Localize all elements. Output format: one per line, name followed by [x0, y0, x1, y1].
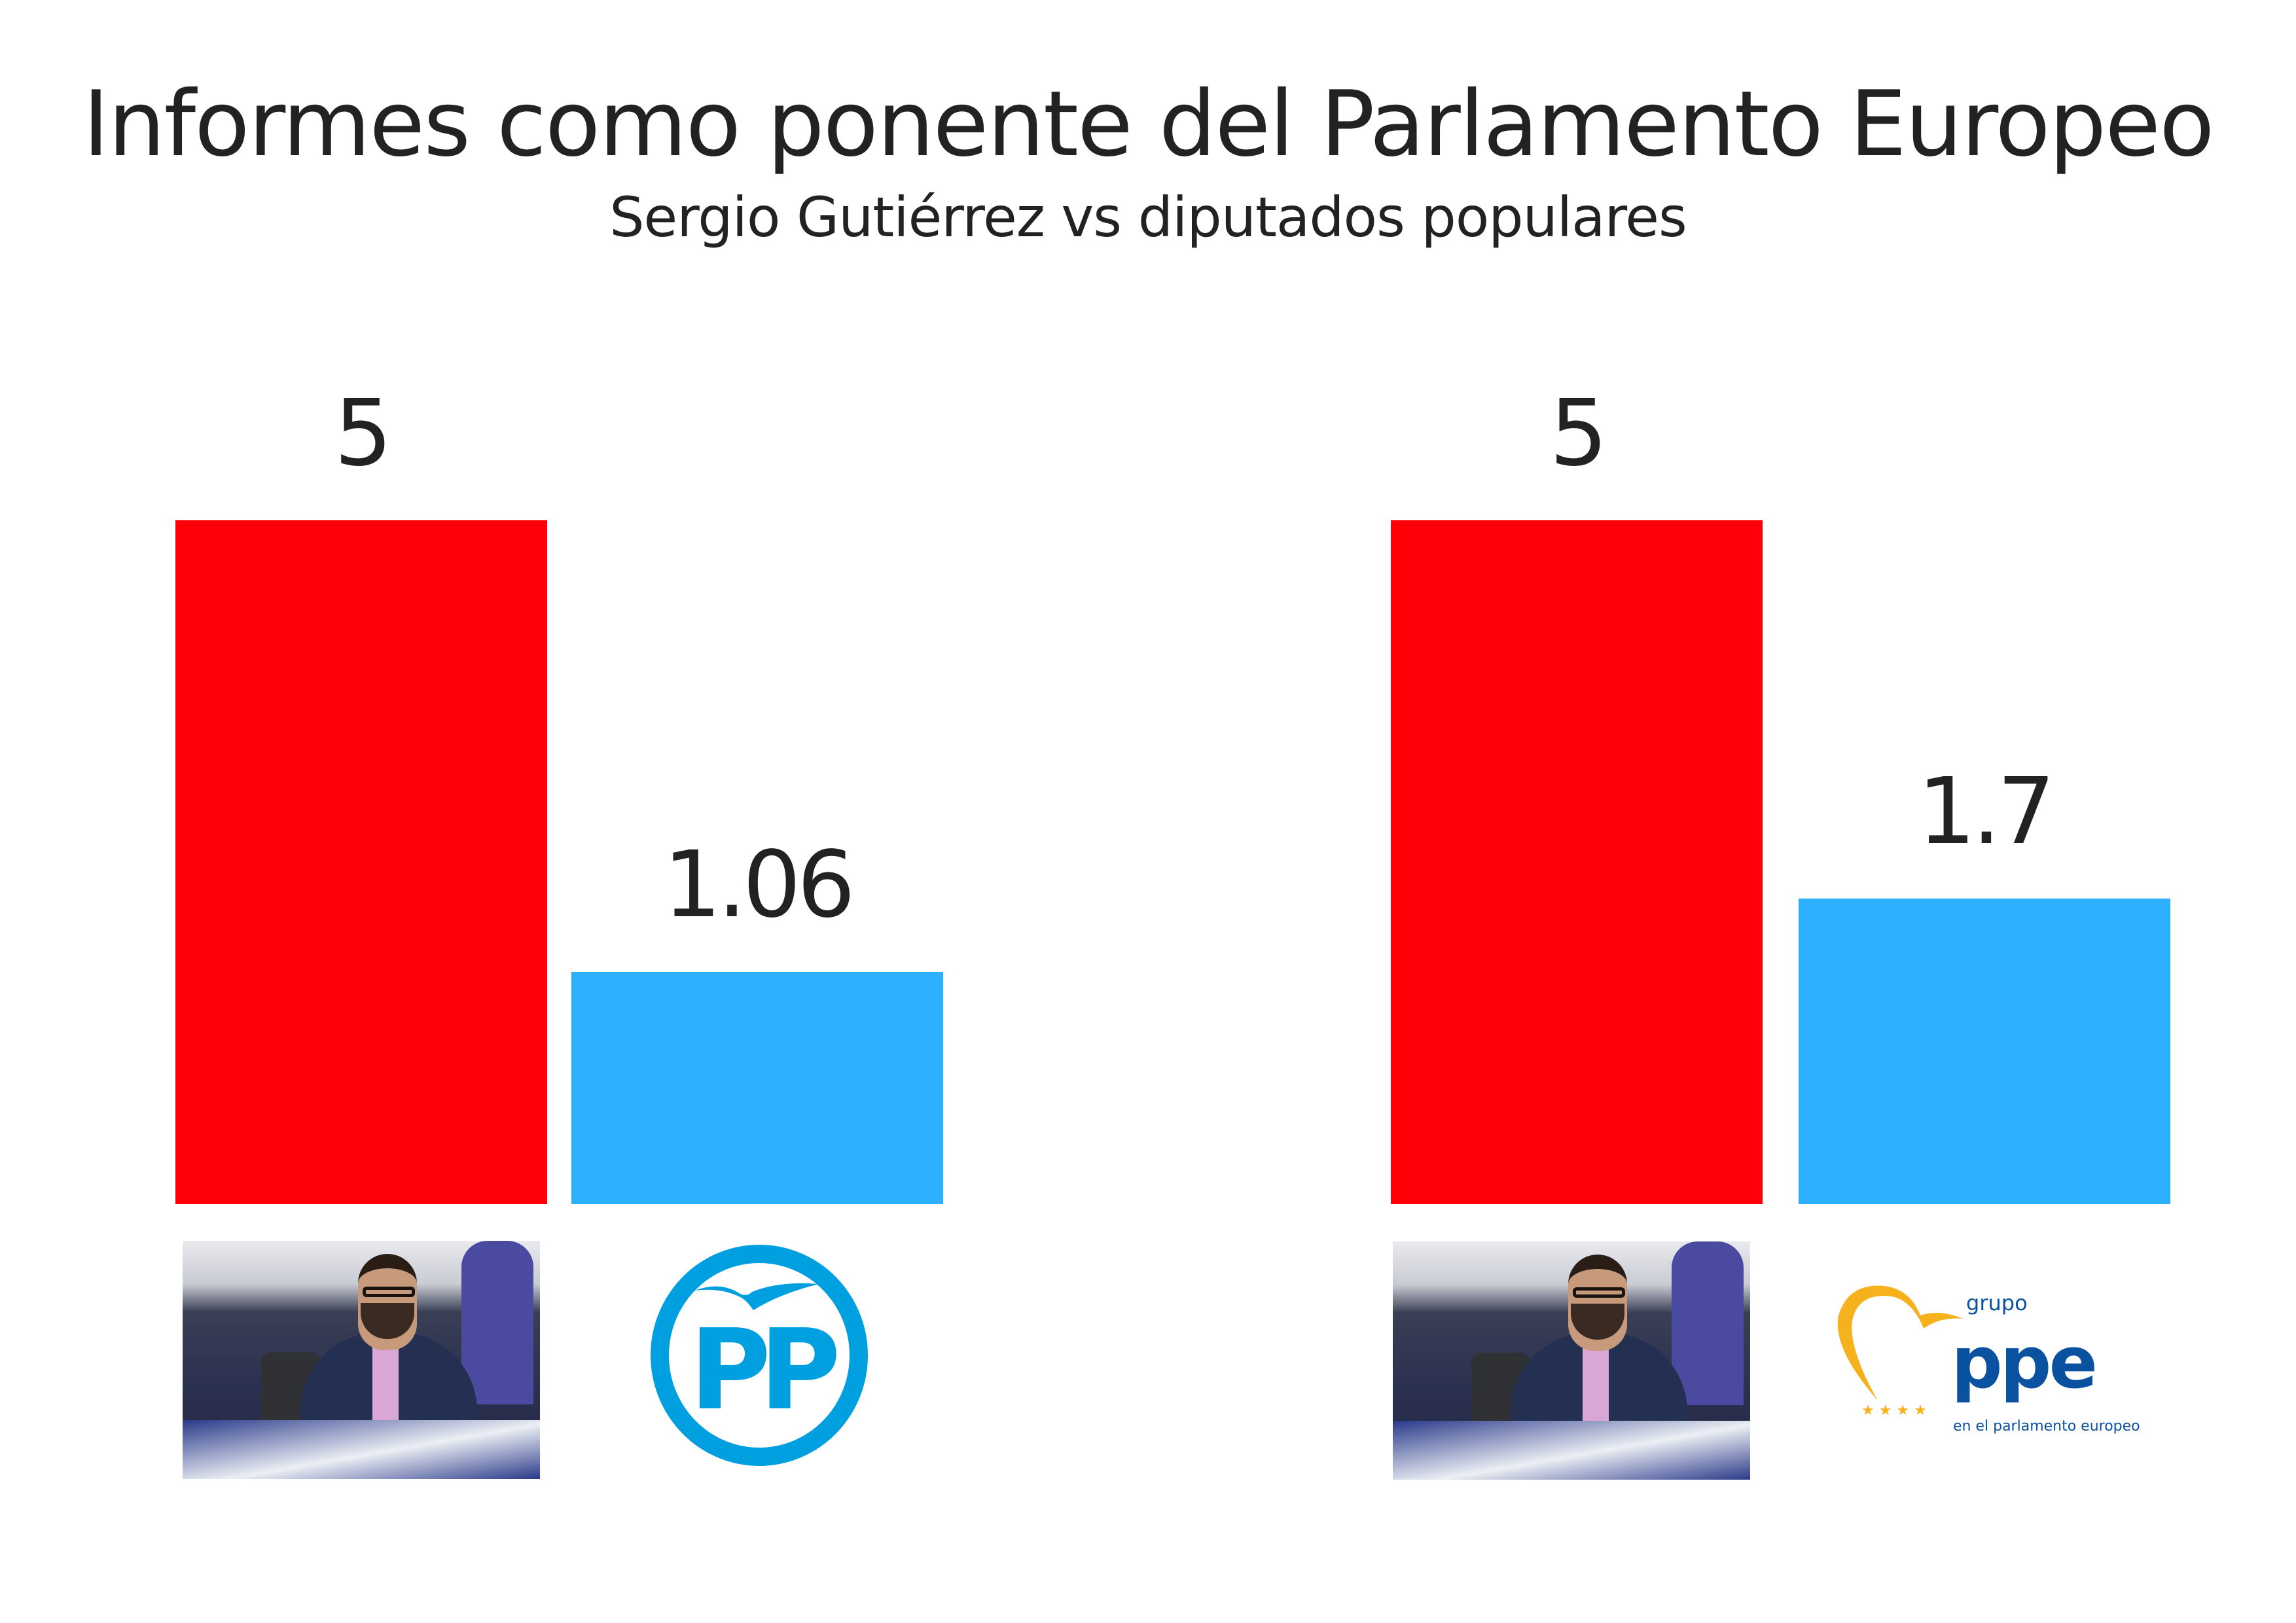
sergio-gutierrez-photo: [183, 1241, 540, 1479]
value-label-pp-average: 1.06: [663, 831, 855, 938]
star-icon: ★ ★ ★ ★: [1861, 1402, 1927, 1419]
value-label-sergio-vs-ppe: 5: [1549, 380, 1607, 487]
bar-sergio-vs-pp: [175, 520, 547, 1204]
ppe-logo-name: ppe: [1951, 1321, 2095, 1404]
chart-subtitle: Sergio Gutiérrez vs diputados populares: [609, 185, 1687, 249]
ppe-logo-grupo: grupo: [1966, 1291, 2028, 1315]
pp-logo-text: PP: [689, 1306, 836, 1435]
bar-ppe-average: [1799, 898, 2170, 1204]
ppe-logo-tagline: en el parlamento europeo: [1953, 1418, 2140, 1435]
bar-sergio-vs-ppe: [1391, 520, 1763, 1204]
sergio-gutierrez-photo: [1393, 1241, 1750, 1480]
bar-pp-average: [571, 971, 943, 1204]
value-label-ppe-average: 1.7: [1917, 758, 2056, 865]
chart-title: Informes como ponente del Parlamento Eur…: [82, 71, 2214, 177]
value-label-sergio-vs-pp: 5: [334, 380, 392, 487]
pp-logo: PP: [651, 1245, 868, 1466]
ppe-logo: ★ ★ ★ ★ grupo ppe en el parlamento europ…: [1837, 1285, 2140, 1435]
